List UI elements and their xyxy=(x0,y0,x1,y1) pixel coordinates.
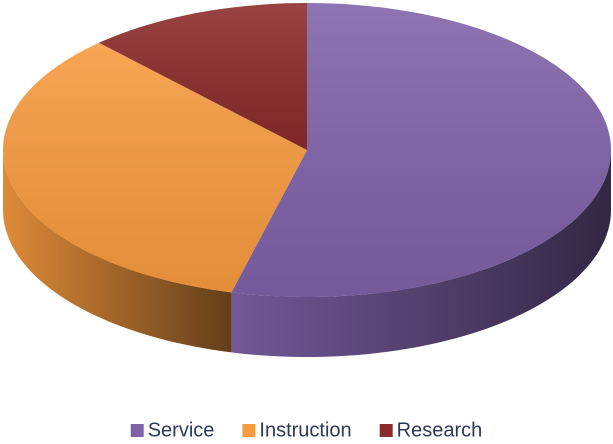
legend-label: Instruction xyxy=(259,419,351,441)
pie-slice-gloss xyxy=(3,42,307,293)
legend-swatch xyxy=(379,424,393,437)
legend-label: Research xyxy=(397,419,483,441)
pie-side-shade xyxy=(3,150,232,353)
legend-swatch xyxy=(130,424,144,437)
pie-slice-gloss xyxy=(231,3,611,297)
pie-side-shade xyxy=(231,150,611,357)
legend-swatch xyxy=(242,424,256,437)
pie-slice-gloss xyxy=(98,3,308,150)
legend-label: Service xyxy=(148,419,215,441)
